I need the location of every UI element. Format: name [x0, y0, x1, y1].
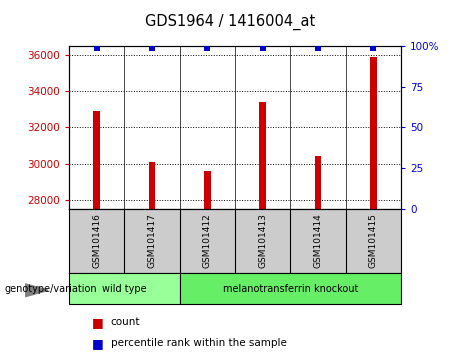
Text: genotype/variation: genotype/variation	[5, 284, 97, 293]
Bar	[180, 273, 401, 304]
Text: GSM101413: GSM101413	[258, 213, 267, 268]
Text: percentile rank within the sample: percentile rank within the sample	[111, 338, 287, 348]
Text: GSM101414: GSM101414	[313, 213, 323, 268]
Bar	[94, 111, 100, 209]
Bar	[149, 162, 155, 209]
Text: GSM101412: GSM101412	[203, 213, 212, 268]
Text: GDS1964 / 1416004_at: GDS1964 / 1416004_at	[145, 14, 316, 30]
Text: ■: ■	[92, 337, 104, 350]
Text: wild type: wild type	[102, 284, 147, 293]
Text: ■: ■	[92, 316, 104, 329]
Text: GSM101417: GSM101417	[148, 213, 157, 268]
Text: count: count	[111, 317, 140, 327]
Text: melanotransferrin knockout: melanotransferrin knockout	[223, 284, 358, 293]
Polygon shape	[25, 284, 48, 297]
Text: GSM101416: GSM101416	[92, 213, 101, 268]
Text: GSM101415: GSM101415	[369, 213, 378, 268]
Bar	[260, 102, 266, 209]
Bar	[370, 57, 377, 209]
Bar	[204, 171, 211, 209]
Bar	[69, 273, 180, 304]
Bar	[315, 156, 321, 209]
